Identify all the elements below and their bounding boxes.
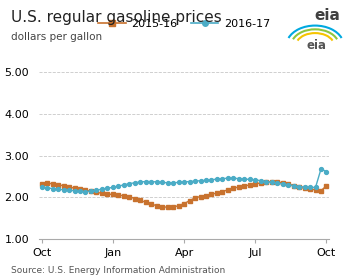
Text: eia: eia: [306, 39, 326, 52]
Text: eia: eia: [314, 8, 340, 23]
Text: Source: U.S. Energy Information Administration: Source: U.S. Energy Information Administ…: [11, 266, 225, 275]
Text: U.S. regular gasoline prices: U.S. regular gasoline prices: [11, 10, 221, 25]
Legend: 2015-16, 2016-17: 2015-16, 2016-17: [93, 14, 275, 33]
Text: dollars per gallon: dollars per gallon: [11, 32, 102, 42]
